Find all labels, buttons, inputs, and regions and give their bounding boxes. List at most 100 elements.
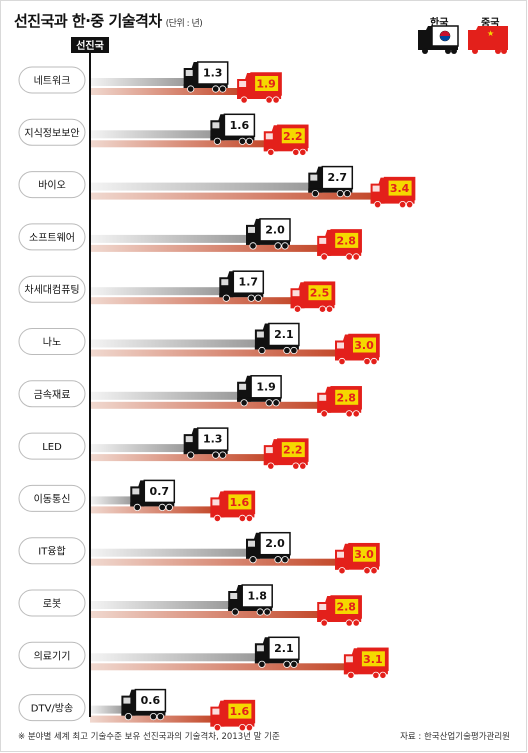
korea-value-label: 1.8 xyxy=(247,590,267,603)
china-truck: 1.6 xyxy=(210,490,256,522)
truck-wheel xyxy=(406,201,414,209)
category-label: 의료기기 xyxy=(34,650,71,662)
korea-gap-bar xyxy=(90,391,240,400)
truck-wheel xyxy=(343,190,351,198)
legend-china-truck: ★ xyxy=(468,26,508,54)
china-truck: 3.1 xyxy=(343,647,389,679)
truck-wheel xyxy=(299,462,307,470)
truck-wheel xyxy=(352,253,360,261)
value-box xyxy=(281,442,305,458)
china-value-label: 2.2 xyxy=(283,130,303,143)
truck-window xyxy=(265,447,273,454)
china-truck: 1.9 xyxy=(237,72,282,104)
category-pill xyxy=(18,432,86,460)
truck-window xyxy=(239,81,247,87)
truck-wheel xyxy=(263,608,271,616)
truck-chassis xyxy=(263,461,308,466)
truck-wheel xyxy=(345,410,353,418)
chart-row: 로봇 1.8 2.8 xyxy=(18,584,362,627)
truck-wheel xyxy=(352,619,360,627)
truck-cab xyxy=(418,26,432,50)
china-value-label: 1.6 xyxy=(230,496,250,509)
truck-wheel xyxy=(245,514,253,522)
truck-wheel xyxy=(320,410,328,418)
category-pill xyxy=(18,66,86,94)
truck-wheel xyxy=(213,723,221,732)
china-value-label: 2.8 xyxy=(336,234,356,247)
truck-window xyxy=(132,488,140,495)
footnote: ※ 분야별 세계 최고 기술수준 보유 선진국과의 기술격차, 2013년 말 … xyxy=(18,732,280,742)
china-value-label: 1.9 xyxy=(256,78,276,91)
china-truck: 1.6 xyxy=(210,699,256,732)
chart-title: 선진국과 한·중 기술격차 (단위 : 년) xyxy=(14,10,203,31)
truck-wheel xyxy=(258,660,266,668)
truck-chassis xyxy=(237,95,282,99)
korea-value-label: 2.1 xyxy=(274,642,294,655)
truck-wheel xyxy=(187,85,195,93)
truck-wheel xyxy=(265,96,273,104)
baseline-label-group: 선진국 xyxy=(71,37,109,53)
truck-wheel xyxy=(274,242,282,250)
truck-wheel xyxy=(501,48,507,54)
korea-gap-bar xyxy=(90,496,133,505)
korea-gap-bar xyxy=(90,444,186,453)
china-truck: 2.8 xyxy=(317,386,362,418)
truck-wheel xyxy=(299,148,307,156)
value-box xyxy=(281,128,305,144)
flag-korea-blue xyxy=(440,36,450,41)
truck-window xyxy=(256,645,264,652)
value-box xyxy=(308,285,332,301)
value-box xyxy=(335,599,359,614)
korea-truck: 1.6 xyxy=(210,113,256,145)
chart-row: 네트워크 1.3 1.9 xyxy=(18,61,282,104)
truck-wheel xyxy=(267,462,275,470)
truck-chassis xyxy=(263,147,308,152)
truck-window xyxy=(212,708,220,715)
chart-row: 의료기기 2.1 3.1 xyxy=(18,636,389,679)
truck-window xyxy=(292,290,300,297)
truck-chassis xyxy=(237,397,282,402)
korea-truck: 1.9 xyxy=(237,375,282,407)
korea-value-label: 1.3 xyxy=(203,67,223,80)
chart-row: IT융합 2.0 3.0 xyxy=(18,531,380,575)
korea-truck: 1.3 xyxy=(183,61,229,93)
korea-value-label: 2.0 xyxy=(265,223,285,236)
china-truck: 3.4 xyxy=(370,176,416,209)
truck-wheel xyxy=(245,723,253,732)
truck-wheel xyxy=(292,148,300,156)
value-box xyxy=(361,651,385,667)
truck-chassis xyxy=(210,722,255,727)
category-pill xyxy=(18,328,86,355)
truck-window xyxy=(123,697,131,704)
korea-gap-bar xyxy=(90,339,257,348)
truck-chassis xyxy=(317,618,362,622)
korea-value-label: 2.0 xyxy=(265,537,285,550)
value-box xyxy=(228,494,252,510)
category-pill xyxy=(18,223,86,251)
truck-wheel xyxy=(165,503,173,511)
truck-wheel xyxy=(338,567,346,575)
china-gap-bar xyxy=(90,349,337,357)
korea-gap-bar xyxy=(90,653,257,662)
truck-wheel xyxy=(212,451,220,459)
truck-chassis xyxy=(418,46,458,50)
truck-chassis xyxy=(210,136,255,141)
truck-wheel xyxy=(290,346,298,355)
truck-chassis xyxy=(246,240,290,245)
truck-wheel xyxy=(256,608,264,616)
truck-cab xyxy=(468,26,482,50)
truck-window xyxy=(319,237,327,244)
truck-chassis xyxy=(335,565,379,570)
flag-korea-red xyxy=(440,31,450,36)
truck-window xyxy=(337,551,344,558)
truck-wheel xyxy=(124,712,132,721)
korea-truck: 1.3 xyxy=(183,427,229,459)
category-pill xyxy=(18,275,86,303)
truck-wheel xyxy=(345,253,353,261)
truck-wheel xyxy=(249,242,257,250)
china-value-label: 2.5 xyxy=(310,287,330,300)
truck-chassis xyxy=(183,450,228,455)
truck-wheel xyxy=(265,399,273,407)
truck-wheel xyxy=(133,503,141,511)
china-value-label: 3.0 xyxy=(354,339,374,352)
